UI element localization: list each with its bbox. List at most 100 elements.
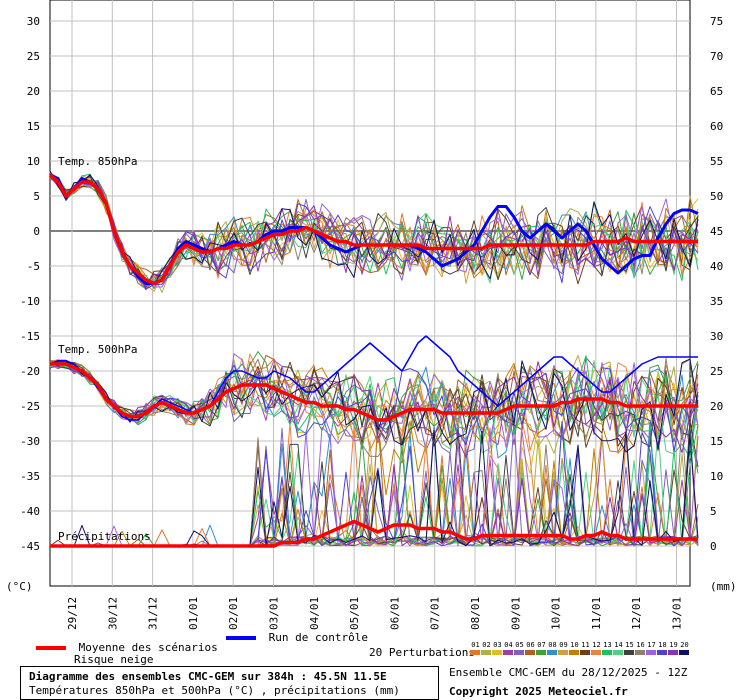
- perturbation-500-line: [49, 353, 699, 448]
- right-tick-label: 75: [710, 15, 723, 28]
- perturbation-swatch: [481, 650, 491, 655]
- perturbation-swatch: [668, 650, 678, 655]
- perturbation-swatch: [613, 650, 623, 655]
- perturbation-number: 04: [504, 641, 513, 649]
- x-tick-label: 29/12: [66, 597, 79, 630]
- left-tick-label: -25: [20, 400, 40, 413]
- perturbation-500-line: [49, 361, 699, 458]
- x-tick-label: 09/01: [509, 597, 522, 630]
- left-axis-ticks: 30 25 20 15 10 5 0 -5 -10 -15 -20 -25 -30 -35 -40 -45: [20, 15, 40, 553]
- perturbation-500-line: [49, 356, 699, 452]
- perturbation-swatch: [679, 650, 689, 655]
- perturbation-number: 02: [482, 641, 491, 649]
- x-tick-label: 02/01: [227, 597, 240, 630]
- right-tick-label: 15: [710, 435, 723, 448]
- legend-perturbations: 20 Perturbations: [369, 646, 475, 659]
- perturbation-swatch: [470, 650, 480, 655]
- perturbation-number: 10: [570, 641, 579, 649]
- legend-perturbations-label: 20 Perturbations: [369, 646, 475, 659]
- perturbation-number: 11: [581, 641, 590, 649]
- left-tick-label: 5: [33, 190, 40, 203]
- perturbation-swatch: [569, 650, 579, 655]
- perturbation-swatch: [635, 650, 645, 655]
- perturbation-swatch: [591, 650, 601, 655]
- left-tick-label: -15: [20, 330, 40, 343]
- x-tick-label: 01/01: [187, 597, 200, 630]
- perturbation-number: 20: [680, 641, 689, 649]
- x-tick-label: 30/12: [106, 597, 119, 630]
- perturbation-850-line: [49, 175, 699, 285]
- perturbation-850-line: [49, 173, 699, 290]
- legend-snow-label: Risque neige: [74, 653, 154, 666]
- right-tick-label: 25: [710, 365, 723, 378]
- right-tick-label: 55: [710, 155, 723, 168]
- right-tick-label: 0: [710, 540, 717, 553]
- perturbation-number: 13: [603, 641, 612, 649]
- left-tick-label: -20: [20, 365, 40, 378]
- legend-control-swatch: [226, 636, 256, 640]
- x-tick-label: 11/01: [590, 597, 603, 630]
- right-tick-label: 45: [710, 225, 723, 238]
- panel-labels: Temp. 850hPa Temp. 500hPa Précipitations: [58, 155, 151, 543]
- perturbation-number: 01: [471, 641, 480, 649]
- perturbation-number: 15: [625, 641, 634, 649]
- legend-mean-label: Moyenne des scénarios: [78, 641, 218, 654]
- right-tick-label: 50: [710, 190, 723, 203]
- panel-label: Précipitations: [58, 530, 151, 543]
- perturbation-swatch: [536, 650, 546, 655]
- panel-label: Temp. 500hPa: [58, 343, 137, 356]
- right-tick-label: 70: [710, 50, 723, 63]
- perturbation-number: 07: [537, 641, 546, 649]
- perturbation-swatch: [547, 650, 557, 655]
- perturbation-number: 06: [526, 641, 535, 649]
- plot-frame: [49, 0, 691, 587]
- perturbation-lines: [49, 170, 699, 547]
- left-tick-label: 0: [33, 225, 40, 238]
- title-box: Diagramme des ensembles CMC-GEM sur 384h…: [20, 666, 439, 700]
- x-tick-label: 12/01: [630, 597, 643, 630]
- perturbation-850-line: [49, 170, 699, 285]
- perturbation-swatch: [657, 650, 667, 655]
- perturbation-swatch: [492, 650, 502, 655]
- left-tick-label: 15: [27, 120, 40, 133]
- perturbation-850-line: [49, 176, 699, 290]
- left-tick-label: -45: [20, 540, 40, 553]
- x-tick-label: 13/01: [671, 597, 684, 630]
- x-tick-label: 07/01: [429, 597, 442, 630]
- perturbation-500-line: [49, 360, 699, 455]
- perturbation-number: 14: [614, 641, 623, 649]
- perturbation-number: 03: [493, 641, 502, 649]
- x-tick-label: 03/01: [268, 597, 281, 630]
- legend-control-label: Run de contrôle: [268, 631, 368, 644]
- left-tick-label: -40: [20, 505, 40, 518]
- right-tick-label: 60: [710, 120, 723, 133]
- legend-mean-swatch: [36, 646, 66, 650]
- perturbation-number: 05: [515, 641, 524, 649]
- perturbation-swatch: [580, 650, 590, 655]
- right-tick-label: 20: [710, 400, 723, 413]
- left-tick-label: -35: [20, 470, 40, 483]
- left-axis-unit: (°C): [6, 580, 33, 593]
- right-tick-label: 65: [710, 85, 723, 98]
- left-tick-label: 25: [27, 50, 40, 63]
- x-tick-label: 06/01: [388, 597, 401, 630]
- x-tick-label: 31/12: [147, 597, 160, 630]
- legend-mean: Moyenne des scénarios: [36, 641, 218, 654]
- left-tick-label: -10: [20, 295, 40, 308]
- perturbation-850-line: [49, 176, 699, 288]
- mean-850-line: [48, 173, 698, 286]
- perturbation-number: 12: [592, 641, 601, 649]
- right-tick-label: 35: [710, 295, 723, 308]
- chart-title: Diagramme des ensembles CMC-GEM sur 384h…: [29, 670, 387, 683]
- left-tick-label: 20: [27, 85, 40, 98]
- perturbation-swatch: [602, 650, 612, 655]
- chart-subtitle: Températures 850hPa et 500hPa (°C) , pré…: [29, 684, 400, 697]
- perturbation-500-line: [49, 357, 699, 457]
- x-tick-label: 10/01: [550, 597, 563, 630]
- perturbation-number: 09: [559, 641, 568, 649]
- run-label: Ensemble CMC-GEM du 28/12/2025 - 12Z: [449, 666, 688, 679]
- perturbation-number: 16: [636, 641, 645, 649]
- x-axis-ticks: 29/12 30/12 31/12 01/01 02/01 03/01 04/01 05/01…: [66, 597, 684, 630]
- x-tick-label: 04/01: [308, 597, 321, 630]
